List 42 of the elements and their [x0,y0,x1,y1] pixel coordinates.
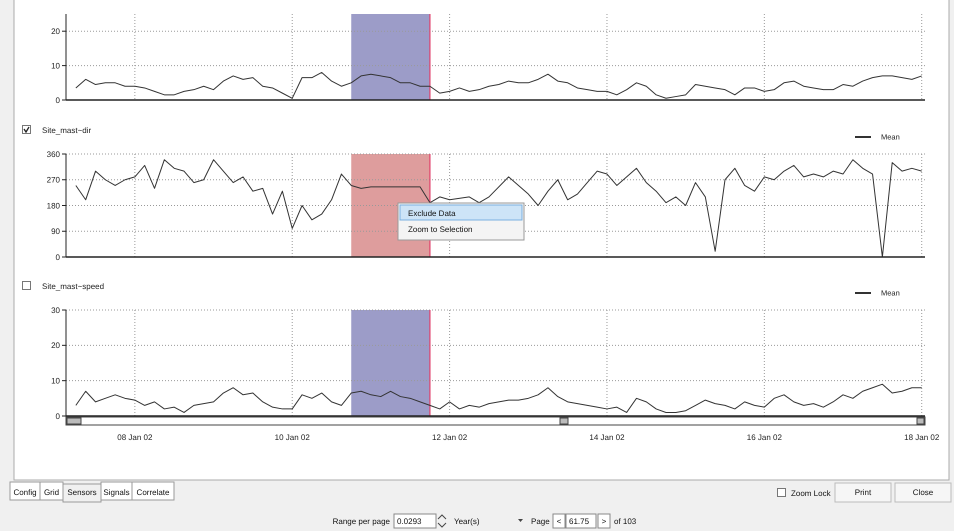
y-tick-label: 10 [51,376,61,386]
text: Year(s) [454,516,480,526]
y-tick-label: 0 [56,412,61,421]
annotation: Zoom to Selection [408,224,472,234]
y-tick-label: 20 [51,27,61,36]
text: 61.75 [569,516,590,526]
y-tick-label: 20 [51,341,61,350]
x-tick-label: 14 Jan 02 [589,433,626,442]
text: Print [854,488,872,497]
chart-title: Site_mast~speed [42,282,104,291]
y-tick-label: 90 [51,227,61,236]
x-tick-label: 10 Jan 02 [274,433,310,442]
x-tick-label: 08 Jan 02 [117,433,153,442]
y-tick-label: 270 [46,176,61,185]
x-tick-label: 18 Jan 02 [904,433,940,442]
text: Correlate [136,488,170,497]
y-tick-label: 360 [46,150,61,159]
y-tick-label: 10 [51,61,61,70]
y-tick-label: 180 [46,201,61,210]
text: < [556,516,562,526]
chart-title: Site_mast~dir [42,126,92,135]
annotation: Exclude Data [408,208,456,218]
text: Range per page [332,516,391,526]
y-tick-label: 0 [56,252,61,262]
line-series [75,384,922,413]
text: Zoom Lock [791,488,832,498]
text: Close [912,488,934,497]
text: Page [531,516,550,526]
x-tick-label: 12 Jan 02 [432,433,468,442]
text: of 103 [614,516,637,526]
line-series [75,72,922,99]
line-series [75,159,922,258]
x-tick-label: 16 Jan 02 [746,433,782,442]
text: > [602,516,607,526]
context-menu: Exclude Data Zoom to Selection [398,202,524,240]
text: Grid [44,488,60,497]
text: Config [13,488,37,497]
text: Sensors [67,488,97,497]
text: 0.0293 [397,516,422,526]
text: Signals [103,488,130,497]
y-tick-label: 30 [51,306,61,315]
y-tick-label: 0 [56,96,61,105]
